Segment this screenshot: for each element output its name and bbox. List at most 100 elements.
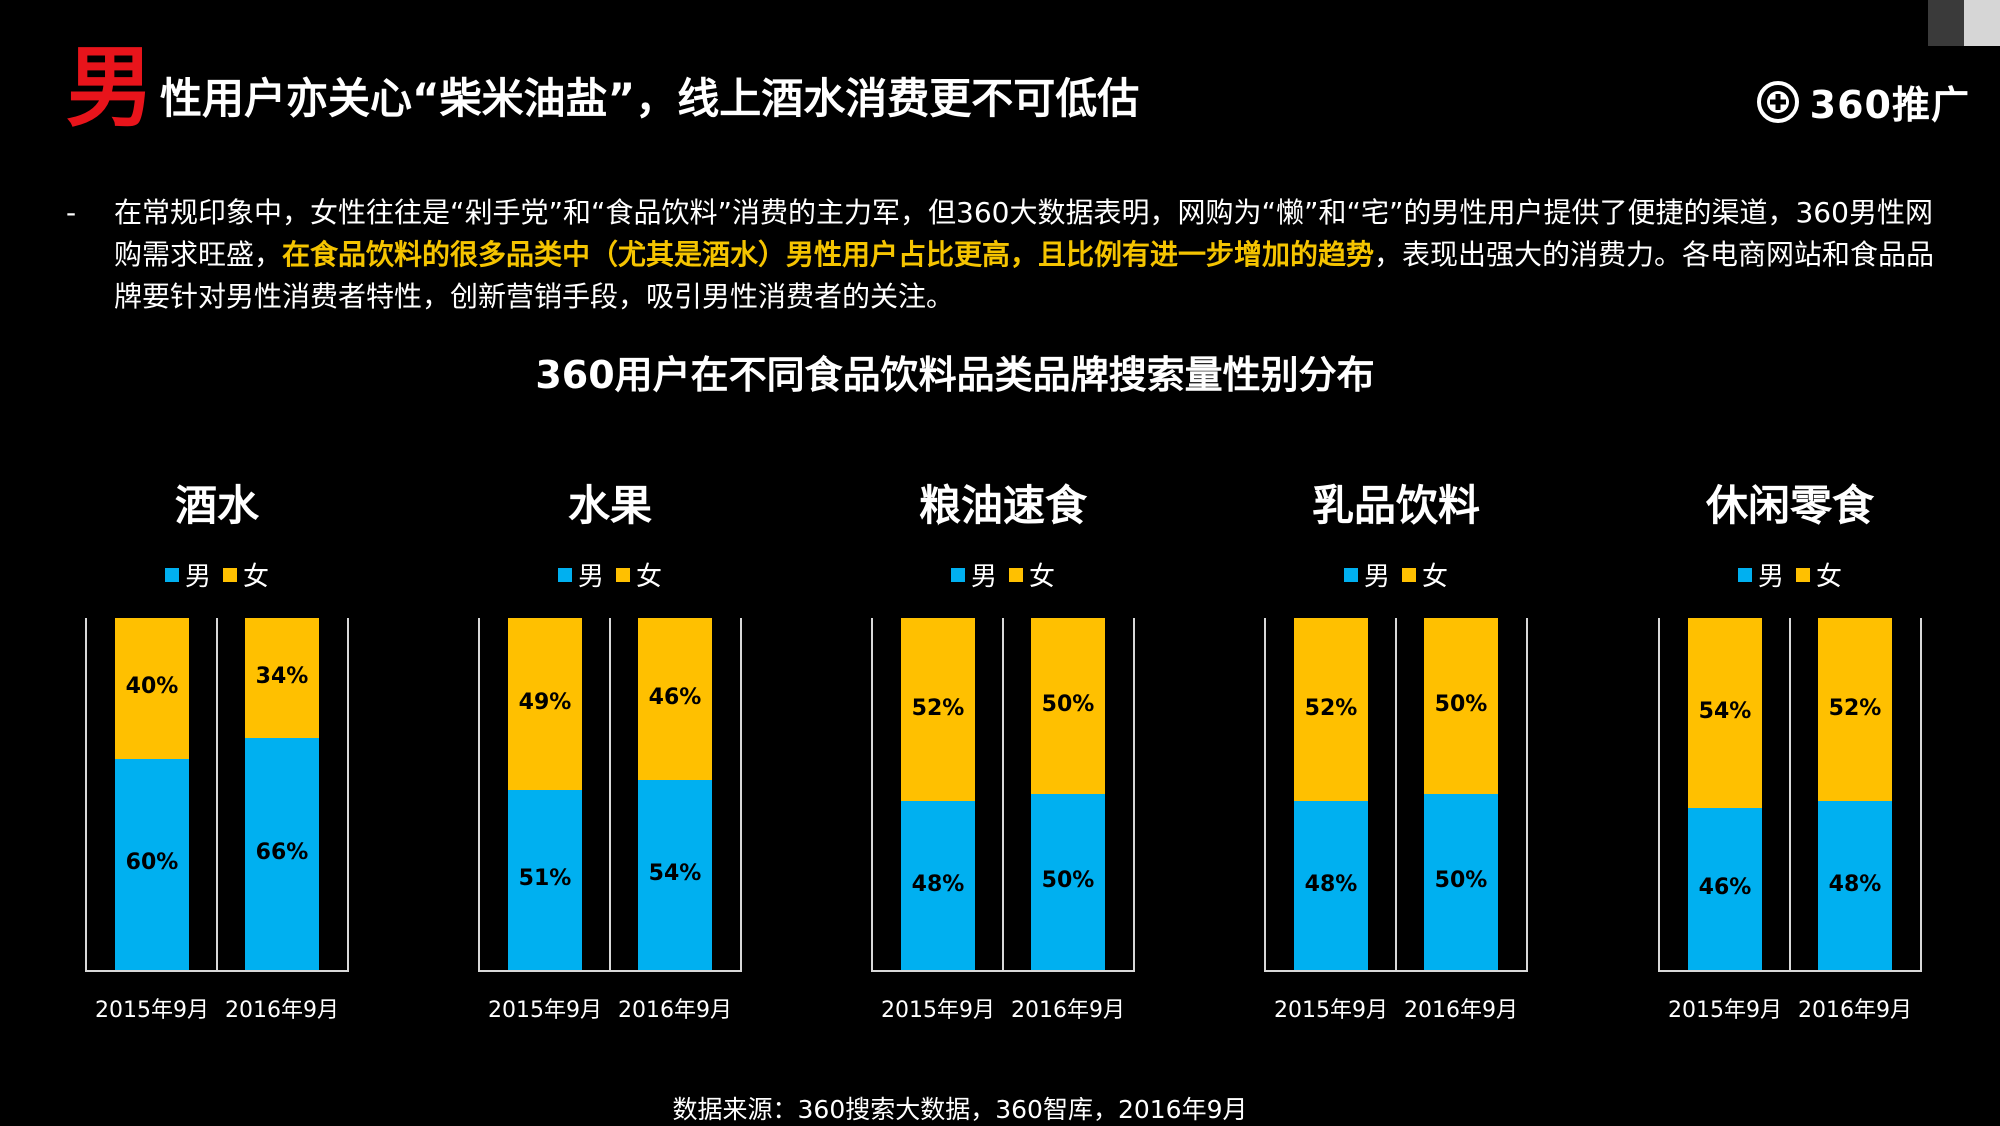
data-label: 54% (648, 860, 702, 886)
panel-title: 酒水 (174, 481, 259, 530)
axis-line (1658, 618, 1660, 972)
bar-female (1688, 618, 1762, 809)
bar-female (1294, 618, 1368, 802)
x-tick-label: 2016年9月 (1798, 998, 1912, 1023)
axis-baseline (85, 970, 349, 972)
x-tick-label: 2015年9月 (1668, 998, 1782, 1023)
360-logo-icon (1756, 80, 1799, 123)
data-label: 50% (1041, 868, 1095, 893)
legend-swatch (223, 567, 237, 582)
bar-male (508, 790, 582, 970)
axis-baseline (478, 970, 742, 972)
intro-paragraph: - 在常规印象中，女性往往是“剁手党”和“食品饮料”消费的主力军，但360大数据… (66, 192, 1946, 318)
axis-line (1002, 618, 1004, 972)
legend-label: 男 (1363, 562, 1390, 592)
bar-female (115, 618, 189, 759)
axis-baseline (1264, 970, 1528, 972)
bullet-dash: - (66, 196, 77, 229)
bar-male (1031, 794, 1105, 970)
axis-line (871, 618, 873, 972)
legend-swatch (1737, 567, 1752, 582)
axis-line (216, 618, 218, 972)
axis-line (740, 618, 742, 972)
corner-decoration-light (1964, 0, 2000, 46)
data-label: 46% (648, 684, 702, 710)
panel-title: 乳品饮料 (1311, 481, 1480, 530)
axis-line (1526, 618, 1528, 972)
legend-label: 男 (970, 562, 997, 592)
bar-female (1818, 618, 1892, 802)
bar-male (1818, 801, 1892, 970)
legend-item: 女 (223, 556, 269, 593)
axis-line (1920, 618, 1922, 972)
axis-line (1395, 618, 1397, 972)
bar-male (638, 779, 712, 970)
brand-logo-text: 360推广 (1809, 83, 1970, 127)
data-label: 52% (1828, 695, 1882, 721)
bar-female (1424, 618, 1498, 794)
legend-swatch (1402, 567, 1416, 582)
data-label: 50% (1434, 692, 1488, 717)
data-label: 52% (1304, 695, 1358, 721)
bar-female (901, 618, 975, 802)
page-title-text: 性用户亦关心“柴米油盐”，线上酒水消费更不可低估 (160, 73, 1140, 123)
x-tick-label: 2016年9月 (618, 998, 732, 1023)
axis-line (1133, 618, 1135, 972)
data-label: 40% (125, 674, 179, 700)
legend-item: 女 (1009, 556, 1055, 593)
axis-line (1264, 618, 1266, 972)
legend-label: 女 (1029, 562, 1056, 592)
data-label: 60% (125, 850, 179, 876)
bar-female (638, 618, 712, 780)
legend-label: 女 (243, 562, 270, 592)
legend-label: 男 (577, 562, 604, 592)
data-label: 34% (255, 663, 309, 689)
data-label: 48% (1304, 871, 1358, 897)
bar-female (245, 618, 319, 738)
bar-male (115, 758, 189, 970)
axis-baseline (1658, 970, 1922, 972)
x-tick-label: 2015年9月 (1274, 998, 1388, 1023)
legend-item: 女 (1402, 556, 1448, 593)
legend-swatch (164, 567, 179, 582)
legend-item: 女 (1796, 556, 1842, 593)
axis-line (478, 618, 480, 972)
panel-title: 水果 (567, 481, 652, 530)
legend-swatch (557, 567, 572, 582)
intro-text-before: 在常规印象中，女性往往是“剁手党”和“食品饮料”消费的主力军，但360大数据表明… (114, 196, 1933, 271)
legend: 男女 (107, 556, 327, 593)
x-tick-label: 2015年9月 (95, 998, 209, 1023)
axis-baseline (871, 970, 1135, 972)
axis-line (85, 618, 87, 972)
legend-swatch (950, 567, 965, 582)
data-label: 50% (1041, 692, 1095, 717)
page-title: 男 性用户亦关心“柴米油盐”，线上酒水消费更不可低估 (66, 44, 1139, 132)
intro-highlight: 在食品饮料的很多品类中（尤其是酒水）男性用户占比更高，且比例有进一步增加的趋势 (282, 238, 1375, 271)
data-label: 48% (1828, 871, 1882, 897)
panel-title: 粮油速食 (918, 481, 1087, 530)
data-label: 66% (255, 839, 309, 865)
panel-title: 休闲零食 (1705, 481, 1874, 530)
legend-item: 女 (616, 556, 662, 593)
legend: 男女 (1286, 556, 1506, 593)
corner-decoration-dark (1928, 0, 1964, 46)
chart-title: 360用户在不同食品饮料品类品牌搜索量性别分布 (535, 353, 1375, 397)
bar-male (245, 737, 319, 970)
legend-label: 女 (1422, 562, 1449, 592)
bar-male (901, 801, 975, 970)
legend-swatch (1796, 567, 1810, 582)
legend-swatch (1343, 567, 1358, 582)
bar-male (1424, 794, 1498, 970)
bar-female (508, 618, 582, 791)
bar-male (1688, 808, 1762, 970)
x-tick-label: 2016年9月 (1011, 998, 1125, 1023)
legend-label: 女 (1816, 562, 1843, 592)
legend-item: 男 (950, 556, 997, 593)
data-label: 52% (911, 695, 965, 721)
legend: 男女 (893, 556, 1113, 593)
data-label: 48% (911, 871, 965, 897)
legend-label: 男 (184, 562, 211, 592)
data-label: 51% (518, 866, 572, 892)
legend: 男女 (500, 556, 720, 593)
